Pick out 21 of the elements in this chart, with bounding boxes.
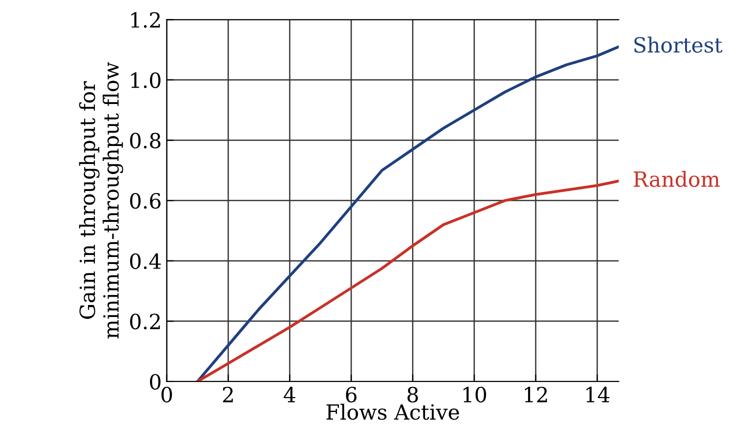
y-tick-label: 0 xyxy=(150,374,160,390)
y-tick-label: 0.6 xyxy=(130,193,161,209)
x-tick-label: 14 xyxy=(586,386,610,402)
series-label: Random xyxy=(634,170,720,188)
x-axis-title: Flows Active xyxy=(326,404,460,420)
x-tick-label: 2 xyxy=(223,386,233,402)
x-tick-label: 0 xyxy=(161,386,172,402)
y-tick-label: 0.2 xyxy=(130,314,160,330)
x-tick-label: 6 xyxy=(346,386,357,402)
series-label: Shortest xyxy=(634,36,722,53)
x-tick-label: 4 xyxy=(284,386,296,402)
line-series xyxy=(196,180,619,382)
y-axis-title: Gain in throughput for minimum-throughput flow xyxy=(79,62,124,339)
y-tick-label: 1.0 xyxy=(131,72,160,88)
x-tick-label: 12 xyxy=(525,386,547,402)
x-tick-label: 8 xyxy=(407,386,418,402)
y-tick-label: 0.8 xyxy=(130,132,160,148)
y-tick-label: 0.4 xyxy=(130,253,161,270)
line-series xyxy=(196,45,619,382)
y-tick-label: 1.2 xyxy=(131,12,160,28)
x-tick-label: 10 xyxy=(464,386,486,402)
